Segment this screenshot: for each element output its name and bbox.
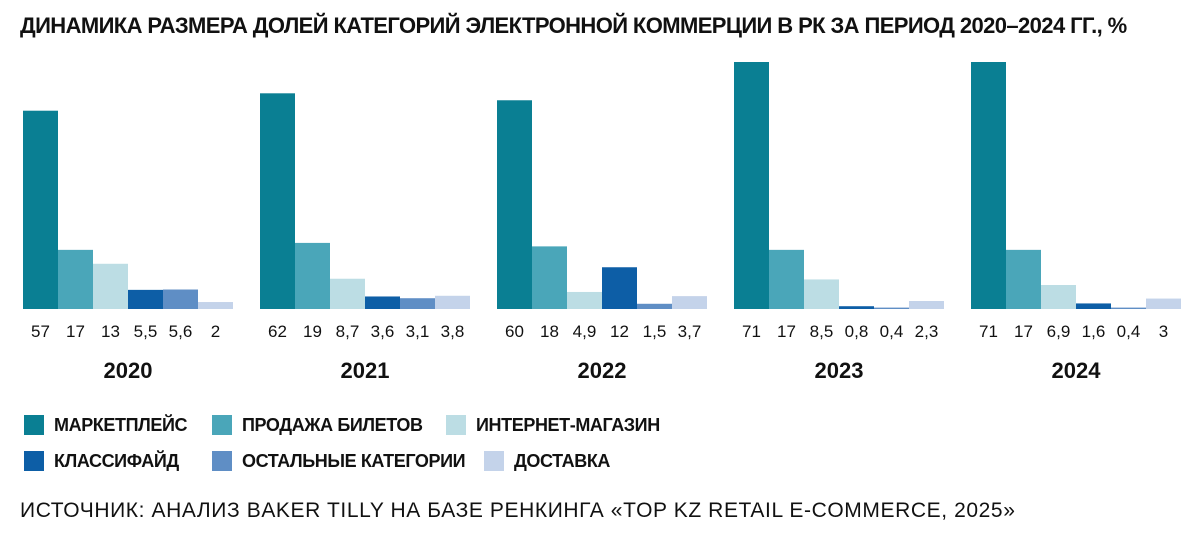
data-label-tickets-2021: 19	[303, 322, 322, 341]
data-label-marketplace-2023: 71	[742, 322, 761, 341]
data-label-online-store-2022: 4,9	[573, 322, 597, 341]
legend-swatch-online-store	[446, 415, 466, 435]
legend-label-tickets: ПРОДАЖА БИЛЕТОВ	[242, 414, 423, 435]
legend-label-classified: КЛАССИФАЙД	[54, 450, 179, 471]
bar-classified-2020	[128, 289, 163, 309]
bar-delivery-2024	[1146, 298, 1181, 309]
bar-online-store-2023	[804, 279, 839, 309]
data-label-marketplace-2024: 71	[979, 322, 998, 341]
bar-delivery-2020	[198, 302, 233, 309]
legend-item-tickets: ПРОДАЖА БИЛЕТОВ	[212, 414, 423, 436]
data-label-tickets-2023: 17	[777, 322, 796, 341]
legend-item-classified: КЛАССИФАЙД	[24, 450, 179, 472]
bar-online-store-2022	[567, 291, 602, 309]
bar-group-2022: 60 18 4,9 12 1,5 3,7 2022	[497, 100, 707, 383]
bar-delivery-2021	[435, 295, 470, 309]
data-label-online-store-2023: 8,5	[810, 322, 834, 341]
bar-tickets-2022	[532, 246, 567, 309]
bar-other-categories-2021	[400, 298, 435, 309]
data-label-delivery-2021: 3,8	[441, 322, 465, 341]
legend-label-other-categories: ОСТАЛЬНЫЕ КАТЕГОРИИ	[242, 450, 466, 471]
data-label-tickets-2022: 18	[540, 322, 559, 341]
bar-classified-2023	[839, 306, 874, 309]
data-label-marketplace-2021: 62	[268, 322, 287, 341]
bar-chart: 57 17 13 5,5 5,6 2 2020 62 19 8,7 3,6 3,1 3,8 2021 60 1…	[23, 62, 1181, 383]
bar-marketplace-2021	[260, 93, 295, 309]
data-label-delivery-2020: 2	[211, 322, 220, 341]
data-label-marketplace-2022: 60	[505, 322, 524, 341]
bar-marketplace-2022	[497, 100, 532, 309]
data-label-other-categories-2020: 5,6	[169, 322, 193, 341]
data-label-online-store-2024: 6,9	[1047, 322, 1071, 341]
bar-classified-2021	[365, 296, 400, 309]
category-label-2020: 2020	[104, 358, 153, 383]
data-label-delivery-2024: 3	[1159, 322, 1168, 341]
data-label-delivery-2023: 2,3	[915, 322, 939, 341]
legend-item-online-store: ИНТЕРНЕТ-МАГАЗИН	[446, 414, 660, 436]
bar-delivery-2022	[672, 296, 707, 309]
bar-other-categories-2020	[163, 289, 198, 309]
legend-label-marketplace: МАРКЕТПЛЕЙС	[54, 414, 188, 435]
bar-online-store-2021	[330, 278, 365, 309]
bar-group-2023: 71 17 8,5 0,8 0,4 2,3 2023	[734, 62, 944, 383]
data-label-other-categories-2021: 3,1	[406, 322, 430, 341]
legend-item-other-categories: ОСТАЛЬНЫЕ КАТЕГОРИИ	[212, 450, 466, 472]
data-label-online-store-2021: 8,7	[336, 322, 360, 341]
legend-swatch-other-categories	[212, 451, 232, 471]
legend-label-online-store: ИНТЕРНЕТ-МАГАЗИН	[476, 414, 660, 435]
legend-swatch-classified	[24, 451, 44, 471]
legend-swatch-delivery	[484, 451, 504, 471]
data-label-online-store-2020: 13	[101, 322, 120, 341]
data-label-other-categories-2023: 0,4	[880, 322, 904, 341]
bar-group-2020: 57 17 13 5,5 5,6 2 2020	[23, 110, 233, 383]
legend-label-delivery: ДОСТАВКА	[514, 450, 611, 471]
data-label-tickets-2020: 17	[66, 322, 85, 341]
data-label-classified-2020: 5,5	[134, 322, 158, 341]
bar-group-2024: 71 17 6,9 1,6 0,4 3 2024	[971, 62, 1181, 383]
bar-group-2021: 62 19 8,7 3,6 3,1 3,8 2021	[260, 93, 470, 383]
bar-classified-2024	[1076, 303, 1111, 309]
bar-other-categories-2023	[874, 307, 909, 309]
legend-swatch-marketplace	[24, 415, 44, 435]
bar-online-store-2024	[1041, 284, 1076, 309]
data-label-marketplace-2020: 57	[31, 322, 50, 341]
category-label-2022: 2022	[578, 358, 627, 383]
bar-tickets-2021	[295, 242, 330, 309]
category-label-2023: 2023	[815, 358, 864, 383]
bar-delivery-2023	[909, 300, 944, 309]
bar-other-categories-2022	[637, 303, 672, 309]
data-label-other-categories-2022: 1,5	[643, 322, 667, 341]
category-label-2024: 2024	[1052, 358, 1102, 383]
source-note: ИСТОЧНИК: АНАЛИЗ BAKER TILLY НА БАЗЕ РЕН…	[20, 499, 1016, 522]
data-label-classified-2021: 3,6	[371, 322, 395, 341]
bar-marketplace-2020	[23, 110, 58, 309]
legend: МАРКЕТПЛЕЙС ПРОДАЖА БИЛЕТОВ ИНТЕРНЕТ-МАГ…	[24, 414, 924, 474]
bar-marketplace-2024	[971, 62, 1006, 309]
data-label-tickets-2024: 17	[1014, 322, 1033, 341]
bar-marketplace-2023	[734, 62, 769, 309]
bar-tickets-2020	[58, 249, 93, 309]
legend-item-marketplace: МАРКЕТПЛЕЙС	[24, 414, 188, 436]
data-label-classified-2022: 12	[610, 322, 629, 341]
bar-other-categories-2024	[1111, 307, 1146, 309]
data-label-delivery-2022: 3,7	[678, 322, 702, 341]
legend-swatch-tickets	[212, 415, 232, 435]
bar-online-store-2020	[93, 263, 128, 309]
bar-tickets-2024	[1006, 249, 1041, 309]
chart-title: ДИНАМИКА РАЗМЕРА ДОЛЕЙ КАТЕГОРИЙ ЭЛЕКТРО…	[20, 13, 1127, 38]
category-label-2021: 2021	[341, 358, 390, 383]
data-label-classified-2024: 1,6	[1082, 322, 1106, 341]
data-label-other-categories-2024: 0,4	[1117, 322, 1141, 341]
bar-tickets-2023	[769, 249, 804, 309]
legend-item-delivery: ДОСТАВКА	[484, 450, 610, 472]
bar-classified-2022	[602, 267, 637, 309]
data-label-classified-2023: 0,8	[845, 322, 869, 341]
